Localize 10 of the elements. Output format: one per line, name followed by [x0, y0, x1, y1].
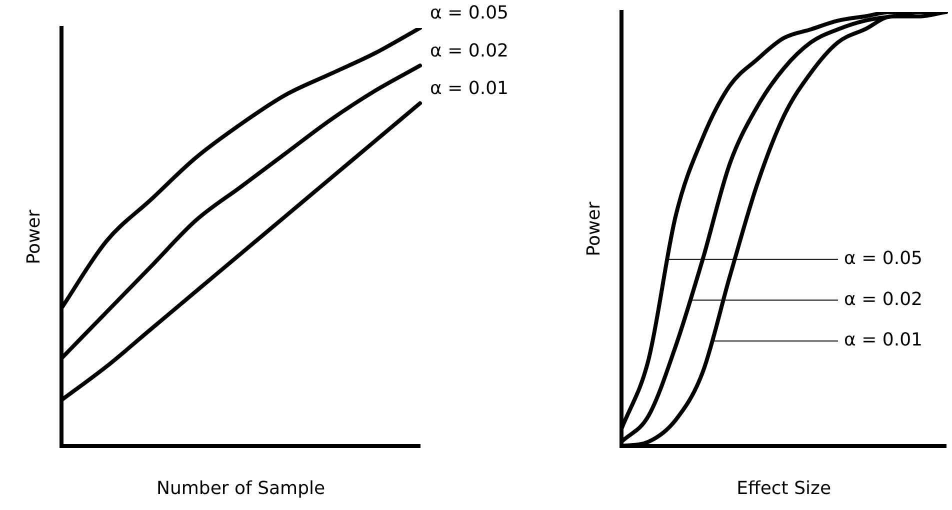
annotation: α = 0.01 — [844, 330, 922, 351]
series-label: α = 0.02 — [430, 40, 508, 62]
x-axis-title: Number of Sample — [156, 478, 326, 499]
series-label: α = 0.05 — [430, 2, 508, 24]
series-label: α = 0.01 — [430, 78, 508, 99]
y-axis-title: Power — [583, 201, 604, 256]
annotation: α = 0.05 — [844, 248, 922, 270]
annotation: α = 0.02 — [844, 288, 922, 310]
x-axis-title: Effect Size — [736, 478, 832, 499]
y-axis-title: Power — [23, 209, 44, 264]
